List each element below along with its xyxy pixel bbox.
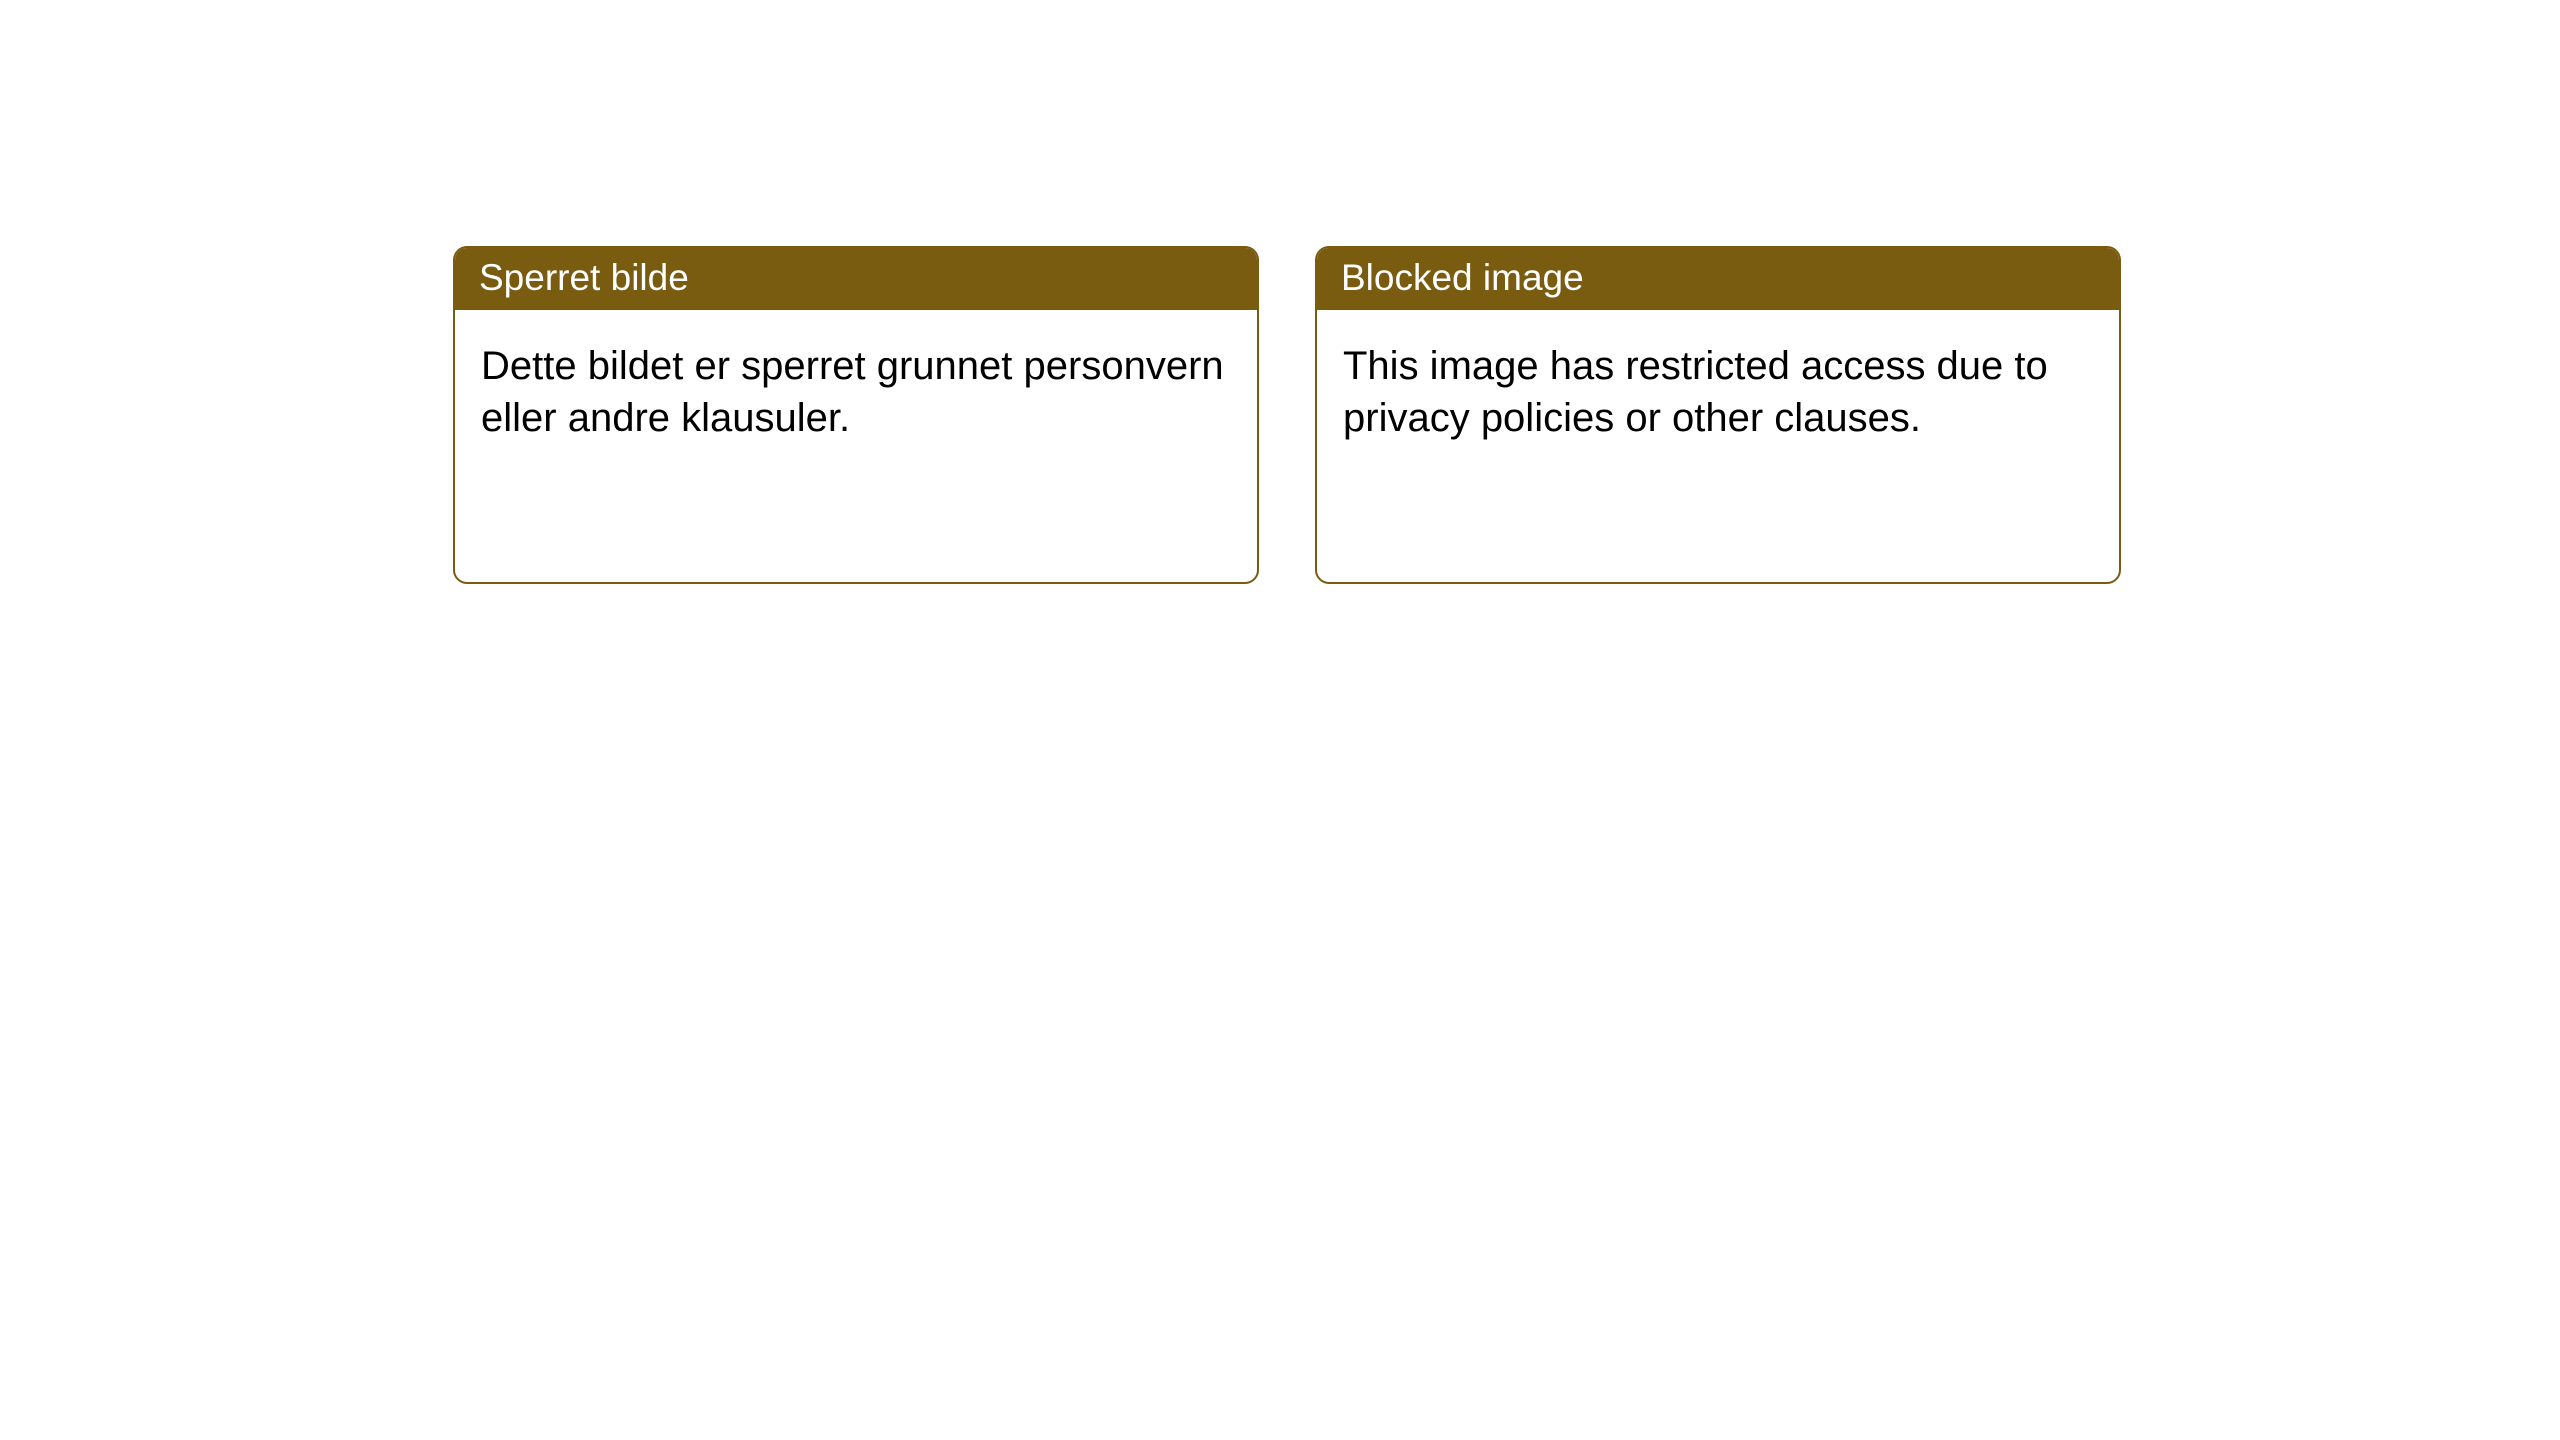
notice-body: Dette bildet er sperret grunnet personve… [455,310,1257,474]
notice-text: Dette bildet er sperret grunnet personve… [481,344,1224,440]
notice-title: Blocked image [1341,257,1584,298]
notice-body: This image has restricted access due to … [1317,310,2119,474]
notice-header: Blocked image [1317,248,2119,310]
notice-title: Sperret bilde [479,257,689,298]
notice-box-norwegian: Sperret bilde Dette bildet er sperret gr… [453,246,1259,584]
notice-container: Sperret bilde Dette bildet er sperret gr… [0,0,2560,584]
notice-box-english: Blocked image This image has restricted … [1315,246,2121,584]
notice-text: This image has restricted access due to … [1343,344,2048,440]
notice-header: Sperret bilde [455,248,1257,310]
